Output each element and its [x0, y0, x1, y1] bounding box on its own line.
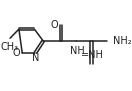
Text: O: O	[51, 20, 59, 30]
Text: CH₃: CH₃	[0, 42, 19, 52]
Text: =NH: =NH	[81, 50, 104, 60]
Text: NH: NH	[70, 46, 84, 56]
Text: O: O	[12, 48, 20, 58]
Text: NH₂: NH₂	[113, 36, 132, 46]
Text: N: N	[32, 53, 40, 63]
